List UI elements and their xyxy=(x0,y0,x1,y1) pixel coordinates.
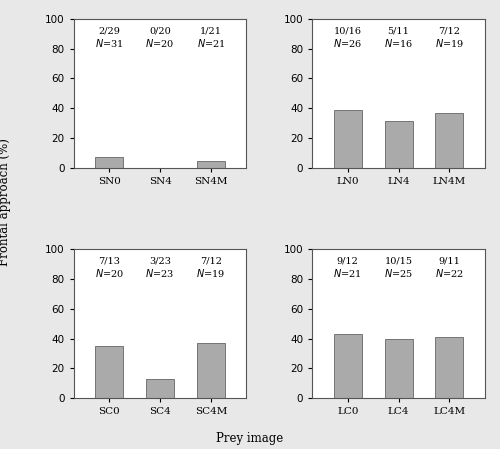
Text: $\it{N}$=19: $\it{N}$=19 xyxy=(196,267,226,279)
Text: 5/11: 5/11 xyxy=(388,26,409,35)
Bar xyxy=(436,337,464,398)
Bar xyxy=(146,379,174,398)
Text: 7/12: 7/12 xyxy=(200,257,222,266)
Bar xyxy=(334,335,361,398)
Text: $\it{N}$=20: $\it{N}$=20 xyxy=(94,267,124,279)
Text: $\it{N}$=31: $\it{N}$=31 xyxy=(95,37,124,49)
Text: 2/29: 2/29 xyxy=(98,26,120,35)
Bar xyxy=(96,346,123,398)
Text: $\it{N}$=19: $\it{N}$=19 xyxy=(435,37,464,49)
Bar xyxy=(384,339,412,398)
Text: 9/12: 9/12 xyxy=(337,257,358,266)
Text: $\it{N}$=22: $\it{N}$=22 xyxy=(435,267,464,279)
Text: 0/20: 0/20 xyxy=(149,26,171,35)
Text: Frontal approach (%): Frontal approach (%) xyxy=(0,138,12,266)
Bar xyxy=(197,161,225,167)
Text: 7/13: 7/13 xyxy=(98,257,120,266)
Bar xyxy=(384,121,412,167)
Text: $\it{N}$=25: $\it{N}$=25 xyxy=(384,267,413,279)
Text: 9/11: 9/11 xyxy=(438,257,460,266)
Text: 3/23: 3/23 xyxy=(149,257,171,266)
Text: $\it{N}$=16: $\it{N}$=16 xyxy=(384,37,413,49)
Text: Prey image: Prey image xyxy=(216,431,284,445)
Text: 10/15: 10/15 xyxy=(384,257,412,266)
Text: $\it{N}$=21: $\it{N}$=21 xyxy=(334,267,362,279)
Text: $\it{N}$=23: $\it{N}$=23 xyxy=(146,267,174,279)
Bar xyxy=(436,113,464,167)
Bar xyxy=(197,343,225,398)
Text: $\it{N}$=21: $\it{N}$=21 xyxy=(196,37,225,49)
Text: 7/12: 7/12 xyxy=(438,26,460,35)
Text: 1/21: 1/21 xyxy=(200,26,222,35)
Text: $\it{N}$=20: $\it{N}$=20 xyxy=(146,37,174,49)
Text: 10/16: 10/16 xyxy=(334,26,361,35)
Text: $\it{N}$=26: $\it{N}$=26 xyxy=(333,37,362,49)
Bar xyxy=(334,110,361,167)
Bar xyxy=(96,158,123,167)
